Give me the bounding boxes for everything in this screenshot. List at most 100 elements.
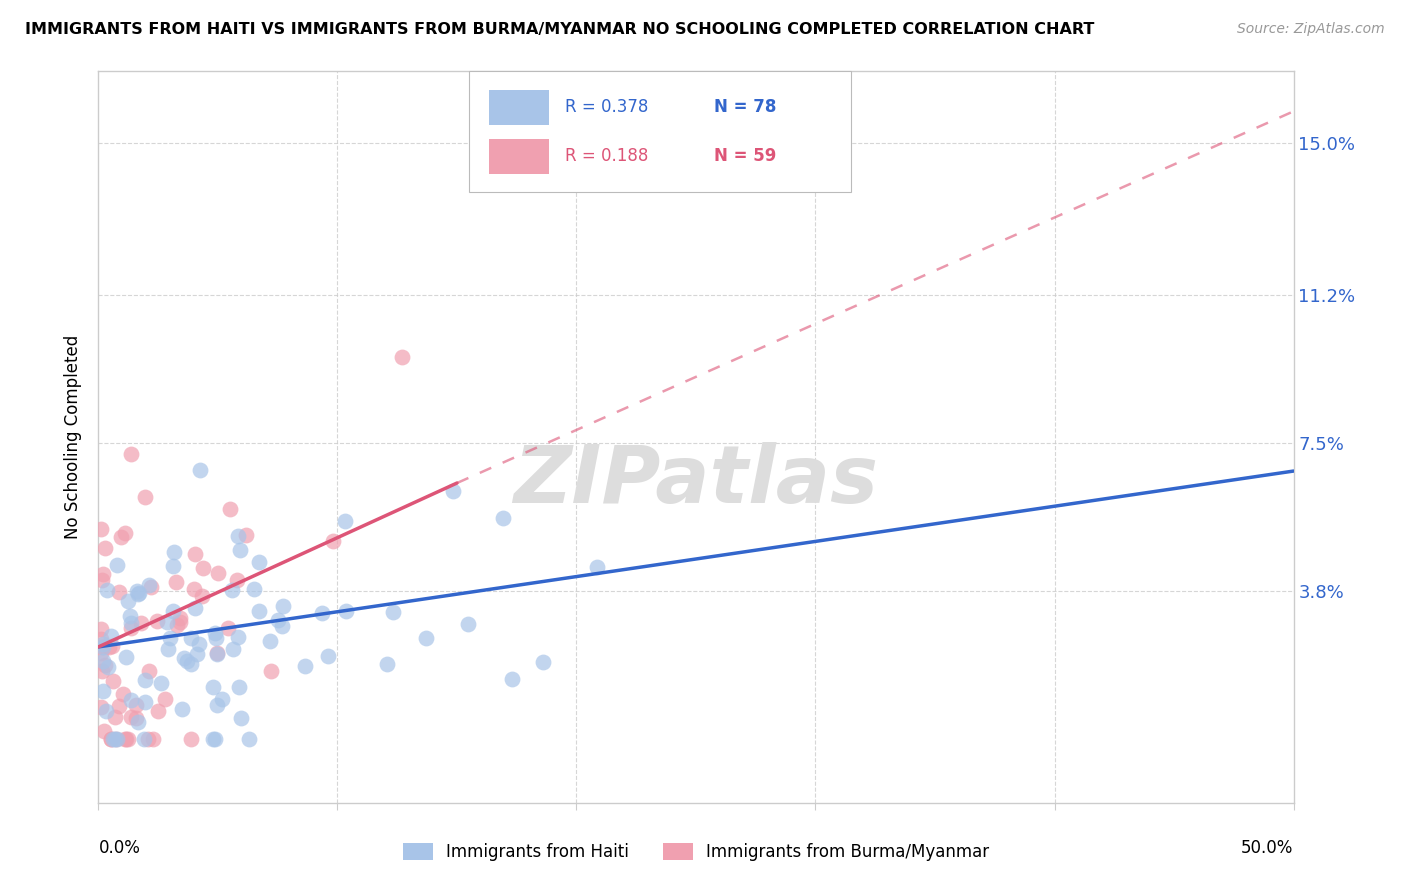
Text: IMMIGRANTS FROM HAITI VS IMMIGRANTS FROM BURMA/MYANMAR NO SCHOOLING COMPLETED CO: IMMIGRANTS FROM HAITI VS IMMIGRANTS FROM… — [25, 22, 1095, 37]
Point — [501, 672, 523, 686]
Point — [586, 560, 609, 574]
Point — [138, 664, 160, 678]
Point — [271, 599, 294, 613]
Point — [333, 514, 356, 528]
Point — [146, 705, 169, 719]
Point — [117, 593, 139, 607]
Text: 0.0%: 0.0% — [98, 839, 141, 857]
Point — [93, 724, 115, 739]
Point — [191, 561, 214, 575]
Point — [207, 698, 229, 713]
Point — [108, 699, 131, 714]
Point — [105, 731, 128, 746]
Point — [259, 634, 281, 648]
Legend: Immigrants from Haiti, Immigrants from Burma/Myanmar: Immigrants from Haiti, Immigrants from B… — [396, 836, 995, 868]
Point — [114, 650, 136, 665]
Point — [94, 658, 117, 673]
Point — [120, 447, 142, 461]
Point — [90, 522, 112, 536]
Point — [118, 609, 141, 624]
Point — [120, 693, 142, 707]
Point — [169, 615, 191, 629]
Point — [180, 657, 202, 671]
Point — [229, 711, 252, 725]
Text: R = 0.188: R = 0.188 — [565, 147, 648, 165]
Point — [247, 555, 270, 569]
Point — [183, 582, 205, 597]
Point — [104, 731, 127, 746]
Point — [97, 660, 120, 674]
Point — [115, 731, 138, 746]
Point — [382, 605, 405, 619]
Point — [260, 664, 283, 678]
Point — [375, 657, 398, 672]
Point — [201, 731, 224, 746]
Point — [120, 710, 142, 724]
Point — [247, 604, 270, 618]
Point — [149, 675, 172, 690]
Point — [183, 548, 205, 562]
Point — [91, 640, 114, 654]
Point — [217, 621, 239, 635]
Point — [163, 545, 186, 559]
FancyBboxPatch shape — [489, 89, 548, 125]
Point — [204, 731, 226, 746]
Point — [138, 578, 160, 592]
Point — [162, 603, 184, 617]
Point — [173, 650, 195, 665]
Point — [134, 695, 156, 709]
Point — [90, 699, 112, 714]
Point — [238, 731, 260, 746]
Point — [228, 680, 250, 694]
Point — [120, 616, 142, 631]
Point — [204, 626, 226, 640]
Point — [226, 529, 249, 543]
Point — [531, 655, 554, 669]
Point — [125, 583, 148, 598]
Point — [107, 731, 129, 746]
Point — [91, 640, 114, 654]
Point — [180, 631, 202, 645]
Point — [107, 558, 129, 572]
Point — [207, 566, 229, 581]
Point — [322, 533, 344, 548]
Point — [294, 659, 316, 673]
Point — [104, 710, 127, 724]
Point — [162, 559, 184, 574]
Point — [90, 632, 112, 646]
Point — [457, 617, 479, 632]
Point — [96, 582, 118, 597]
Point — [146, 614, 169, 628]
Y-axis label: No Schooling Completed: No Schooling Completed — [65, 335, 83, 539]
Point — [91, 567, 114, 582]
Point — [138, 731, 160, 746]
Point — [100, 731, 122, 746]
Point — [142, 731, 165, 746]
Point — [129, 616, 152, 631]
Point — [111, 687, 134, 701]
Point — [221, 582, 243, 597]
Point — [117, 731, 139, 746]
Point — [391, 350, 413, 364]
Point — [228, 543, 250, 558]
Point — [127, 587, 149, 601]
Point — [202, 680, 225, 694]
Point — [176, 654, 198, 668]
Point — [184, 600, 207, 615]
Point — [271, 618, 294, 632]
Point — [91, 654, 114, 668]
Text: ZIPatlas: ZIPatlas — [513, 442, 879, 520]
Point — [155, 692, 177, 706]
Text: N = 78: N = 78 — [714, 98, 776, 116]
Point — [169, 610, 191, 624]
FancyBboxPatch shape — [489, 138, 548, 174]
Point — [90, 622, 112, 636]
Point — [170, 702, 193, 716]
Text: N = 59: N = 59 — [714, 147, 776, 165]
Point — [191, 589, 214, 603]
Point — [205, 647, 228, 661]
Point — [90, 573, 112, 587]
Point — [100, 731, 122, 746]
Point — [335, 604, 357, 618]
Point — [156, 642, 179, 657]
